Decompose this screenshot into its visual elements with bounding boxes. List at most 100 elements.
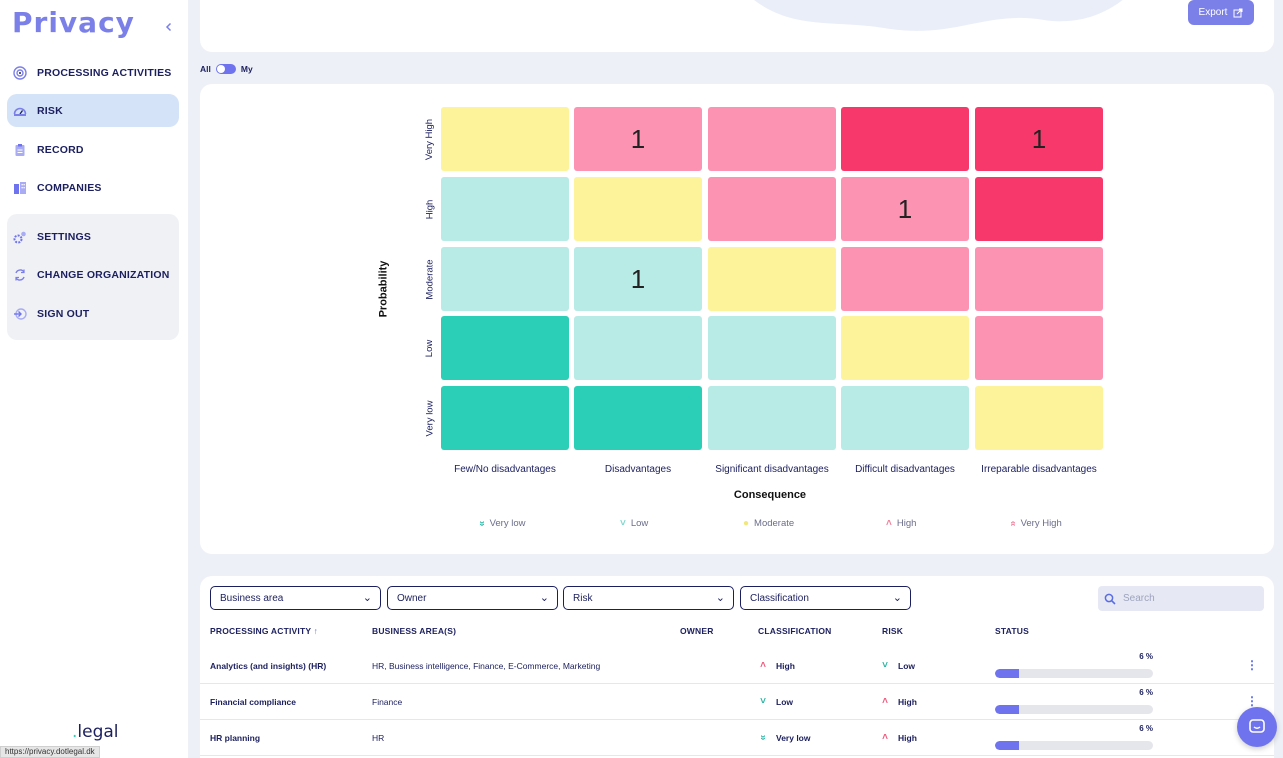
toggle-label-all: All	[200, 64, 211, 74]
matrix-cell[interactable]: 1	[574, 107, 702, 171]
chevron-left-icon	[165, 22, 172, 32]
toggle-switch[interactable]	[215, 64, 236, 74]
chevron-down-icon: ⌄	[715, 592, 725, 604]
sidebar: Privacy PROCESSING ACTIVITIES RISK RECOR…	[0, 0, 188, 758]
matrix-cell[interactable]	[441, 386, 569, 450]
progress-fill	[995, 741, 1019, 750]
sidebar-item-sign-out[interactable]: SIGN OUT	[7, 297, 179, 330]
sidebar-item-processing-activities[interactable]: PROCESSING ACTIVITIES	[7, 56, 179, 89]
gears-icon	[13, 230, 27, 244]
matrix-cell[interactable]	[574, 386, 702, 450]
dot-icon: ●	[743, 518, 750, 529]
column-header-owner: OWNER	[680, 626, 714, 636]
sidebar-settings-group	[7, 214, 179, 340]
double-chevron-up-icon: «	[1007, 520, 1019, 527]
matrix-cell[interactable]	[708, 386, 836, 450]
matrix-cell[interactable]	[841, 107, 969, 171]
row-label: High	[424, 199, 436, 219]
activity-name[interactable]: Analytics (and insights) (HR)	[210, 661, 327, 671]
search-box	[1098, 586, 1264, 611]
classification-level: ˄ High	[758, 660, 795, 671]
matrix-cell[interactable]: 1	[574, 247, 702, 311]
row-menu-kebab-icon[interactable]: ⋮	[1246, 694, 1258, 708]
sidebar-item-risk[interactable]: RISK	[7, 94, 179, 127]
sign-out-icon	[13, 307, 27, 321]
row-menu-kebab-icon[interactable]: ⋮	[1246, 658, 1258, 672]
matrix-cell[interactable]	[975, 386, 1103, 450]
legend-item: «Very High	[1007, 518, 1062, 529]
risk-level: ˄ High	[880, 732, 917, 743]
matrix-cell[interactable]: 1	[975, 107, 1103, 171]
matrix-cell[interactable]	[708, 177, 836, 241]
activity-name[interactable]: HR planning	[210, 733, 261, 743]
row-label: Very low	[424, 400, 436, 436]
matrix-cell[interactable]	[441, 247, 569, 311]
classification-level: » Very low	[757, 732, 811, 743]
activity-name[interactable]: Financial compliance	[210, 697, 296, 707]
matrix-cell[interactable]	[708, 247, 836, 311]
column-label: Significant disadvantages	[715, 464, 829, 475]
search-input[interactable]	[1123, 593, 1253, 604]
chevron-down-icon: ⌄	[892, 592, 902, 604]
business-area-filter[interactable]: Business area ⌄	[210, 586, 381, 610]
column-label: Difficult disadvantages	[855, 464, 955, 475]
matrix-cell[interactable]	[574, 316, 702, 380]
chat-icon	[1249, 719, 1265, 733]
chat-support-button[interactable]	[1237, 707, 1277, 747]
double-chevron-down-icon: »	[476, 520, 488, 527]
legend-item: » Very low	[476, 518, 526, 529]
buildings-icon	[13, 181, 27, 195]
sidebar-item-label: SIGN OUT	[37, 307, 90, 320]
sort-ascending-icon: ↑	[313, 626, 319, 636]
status-percent: 6 %	[1139, 688, 1153, 697]
sidebar-item-change-organization[interactable]: CHANGE ORGANIZATION	[7, 258, 179, 291]
business-areas: Finance	[372, 697, 403, 707]
classification-filter[interactable]: Classification ⌄	[740, 586, 911, 610]
table-row[interactable]: Analytics (and insights) (HR) HR, Busines…	[200, 648, 1274, 684]
chevron-up-icon: ˄	[760, 660, 766, 671]
sidebar-item-label: CHANGE ORGANIZATION	[37, 268, 170, 281]
status-bar-url: https://privacy.dotlegal.dk	[0, 746, 100, 758]
progress-fill	[995, 705, 1019, 714]
chevron-down-icon: ˅	[882, 660, 888, 671]
matrix-cell[interactable]	[841, 386, 969, 450]
table-row[interactable]: Financial compliance Finance ˅ Low ˄ High 6 % ⋮	[200, 684, 1274, 720]
progress-track	[995, 741, 1153, 750]
sidebar-item-label: PROCESSING ACTIVITIES	[37, 66, 172, 79]
sidebar-item-record[interactable]: RECORD	[7, 133, 179, 166]
matrix-cell[interactable]	[441, 177, 569, 241]
export-button[interactable]: Export	[1188, 0, 1254, 25]
toggle-label-my: My	[240, 64, 253, 74]
matrix-cell[interactable]	[841, 247, 969, 311]
chevron-down-icon: ˅	[760, 696, 766, 707]
chevron-up-icon: ˄	[882, 732, 888, 743]
collapse-sidebar-button[interactable]	[158, 16, 180, 38]
matrix-cell[interactable]	[975, 247, 1103, 311]
matrix-cell[interactable]	[708, 107, 836, 171]
sidebar-item-companies[interactable]: COMPANIES	[7, 171, 179, 204]
matrix-cell[interactable]	[975, 177, 1103, 241]
owner-filter[interactable]: Owner ⌄	[387, 586, 558, 610]
sidebar-item-settings[interactable]: SETTINGS	[7, 220, 179, 253]
footer-logo: .legal	[72, 722, 119, 742]
search-icon	[1104, 593, 1116, 605]
progress-fill	[995, 669, 1019, 678]
chevron-up-icon: ˄	[882, 696, 888, 707]
matrix-cell[interactable]	[441, 316, 569, 380]
risk-matrix-card: Probability Very High 1 1 High 1 Moderate 1 Low…	[200, 84, 1274, 554]
matrix-cell[interactable]	[574, 177, 702, 241]
matrix-cell[interactable]	[975, 316, 1103, 380]
matrix-cell[interactable]	[708, 316, 836, 380]
status-percent: 6 %	[1139, 724, 1153, 733]
status-percent: 6 %	[1139, 652, 1153, 661]
matrix-cell[interactable]: 1	[841, 177, 969, 241]
row-label: Moderate	[424, 258, 436, 300]
column-label: Disadvantages	[604, 464, 672, 475]
matrix-cell[interactable]	[441, 107, 569, 171]
column-header-processing-activity[interactable]: PROCESSING ACTIVITY ↑	[210, 626, 319, 636]
risk-filter[interactable]: Risk ⌄	[563, 586, 734, 610]
matrix-cell[interactable]	[841, 316, 969, 380]
app-logo: Privacy	[12, 6, 135, 39]
progress-track	[995, 669, 1153, 678]
